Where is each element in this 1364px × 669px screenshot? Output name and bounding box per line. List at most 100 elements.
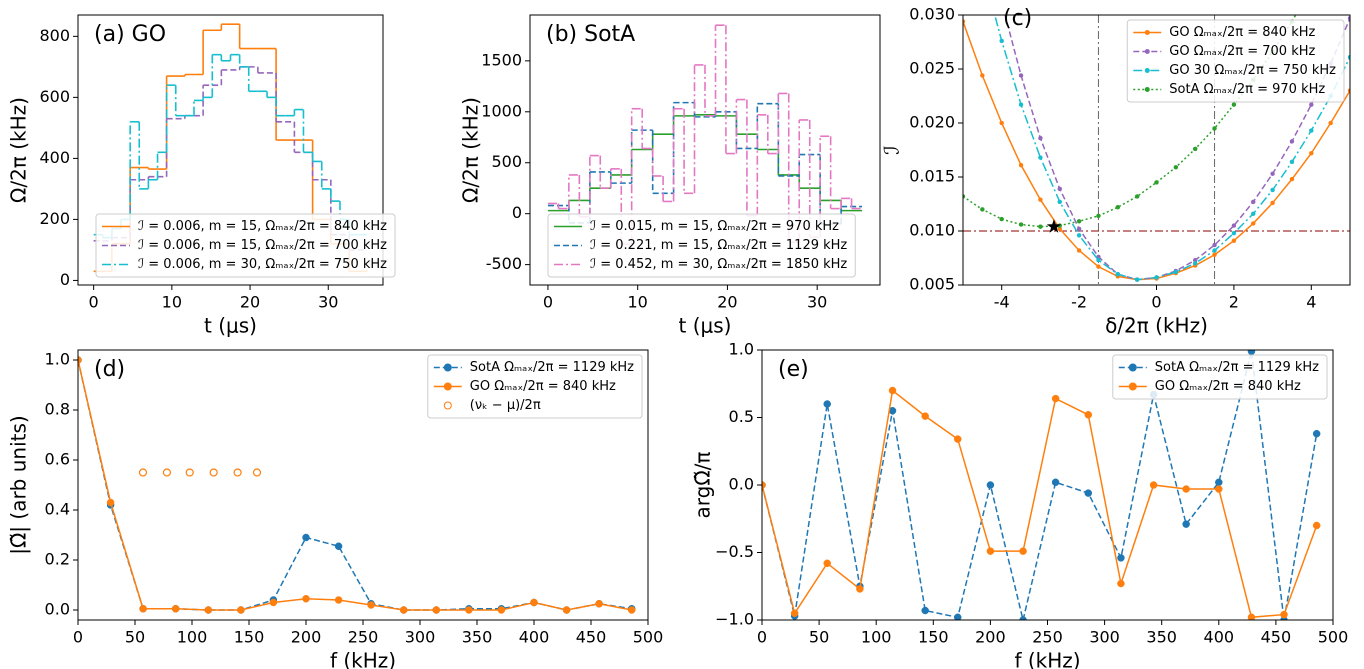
x-tick-label: 50 (125, 628, 145, 647)
legend-entry: SotA Ωₘₐₓ/2π = 1129 kHz (1118, 360, 1319, 375)
legend-marker (443, 363, 452, 372)
plot-area (78, 356, 636, 614)
y-tick-label: 0.025 (909, 59, 955, 78)
marker (1182, 520, 1190, 528)
marker (138, 468, 148, 477)
legend-marker (1144, 30, 1150, 35)
marker (233, 468, 242, 477)
marker (999, 38, 1004, 44)
marker (921, 412, 929, 420)
legend: ℐ = 0.015, m = 15, Ωₘₐₓ/2π = 970 kHz ℐ = … (547, 213, 856, 278)
y-tick-label: 0.6 (45, 450, 70, 469)
x-tick-label: 20 (717, 293, 737, 312)
marker (1173, 269, 1179, 275)
marker (1251, 211, 1256, 216)
marker (823, 559, 831, 568)
marker (209, 468, 218, 477)
y-tick-label: 0.0 (45, 600, 70, 619)
series-line (762, 389, 1318, 619)
marker (302, 533, 310, 542)
x-tick-label: 0 (73, 628, 83, 647)
marker (790, 609, 799, 617)
marker (980, 73, 985, 78)
x-tick-label: 300 (405, 628, 436, 647)
legend: SotA Ωₘₐₓ/2π = 1129 kHz GO Ωₘₐₓ/2π = 840 … (1112, 354, 1328, 400)
marker (999, 120, 1004, 126)
marker (367, 601, 375, 609)
marker (1134, 194, 1140, 199)
y-tick-label: 1.0 (729, 340, 754, 359)
y-tick-label: 0.010 (909, 221, 955, 240)
legend-label: GO Ωₘₐₓ/2π = 700 kHz (1169, 44, 1315, 59)
marker (465, 606, 473, 614)
marker (1251, 221, 1256, 226)
marker (1149, 481, 1158, 489)
legend-label: ℐ = 0.006, m = 30, Ωₘₐₓ/2π = 750 kHz (138, 257, 387, 272)
x-tick-label: 100 (177, 628, 208, 647)
x-tick-label: 20 (240, 293, 260, 312)
legend-box (427, 354, 643, 419)
x-tick-label: 2 (1229, 293, 1239, 312)
marker (856, 585, 864, 593)
marker (334, 596, 343, 604)
marker (1270, 171, 1275, 177)
x-tick-label: 250 (1032, 628, 1063, 647)
x-tick-label: 30 (318, 293, 338, 312)
x-tick-label: 0 (543, 293, 553, 312)
marker (595, 600, 603, 608)
marker (1289, 139, 1295, 144)
legend-marker (1144, 68, 1150, 73)
marker (1212, 242, 1217, 248)
x-axis-label: t (μs) (679, 314, 732, 338)
y-tick-label: 1500 (481, 50, 522, 69)
legend: GO Ωₘₐₓ/2π = 840 kHz GO Ωₘₐₓ/2π = 700 kHz… (1126, 19, 1345, 103)
marker (171, 605, 180, 613)
legend: SotA Ωₘₐₓ/2π = 1129 kHz GO Ωₘₐₓ/2π = 840 … (427, 354, 643, 419)
marker (1312, 521, 1321, 530)
marker (1182, 485, 1190, 493)
axes-frame (529, 14, 881, 286)
marker (399, 606, 408, 614)
marker (1215, 485, 1223, 493)
x-tick-label: 0 (89, 293, 99, 312)
legend-label: ℐ = 0.221, m = 15, Ωₘₐₓ/2π = 1129 kHz (590, 238, 847, 253)
legend-entry: ℐ = 0.006, m = 15, Ωₘₐₓ/2π = 700 kHz (102, 238, 387, 253)
marker (1247, 350, 1256, 356)
plot-area (762, 350, 1321, 620)
legend-entry: ℐ = 0.006, m = 30, Ωₘₐₓ/2π = 750 kHz (102, 257, 387, 272)
x-tick-label: 500 (633, 628, 664, 647)
y-tick-label: 0.0 (729, 475, 754, 494)
y-axis-label: argΩ̃/π (691, 452, 715, 519)
legend-entry: ℐ = 0.006, m = 15, Ωₘₐₓ/2π = 840 kHz (102, 219, 387, 234)
marker (1115, 204, 1121, 210)
marker (1212, 126, 1217, 131)
marker (921, 606, 929, 615)
legend-label: ℐ = 0.015, m = 15, Ωₘₐₓ/2π = 970 kHz (590, 219, 839, 234)
y-tick-label: 0.8 (45, 400, 70, 419)
x-axis-label: t (μs) (204, 314, 257, 338)
x-tick-label: 450 (576, 628, 607, 647)
y-axis-label: ℐ (880, 145, 904, 154)
x-tick-label: 30 (807, 293, 827, 312)
marker (1212, 248, 1217, 253)
marker (1192, 146, 1198, 152)
marker (953, 613, 962, 620)
marker (139, 605, 147, 613)
y-tick-label: 0.4 (45, 500, 70, 519)
y-axis-label: |Ω̃| (arb units) (7, 415, 31, 554)
panel-title: (a) GO (94, 22, 166, 47)
legend-marker (1144, 49, 1150, 54)
marker (1117, 579, 1125, 588)
legend-box (95, 213, 396, 278)
marker (1312, 429, 1321, 438)
marker (1000, 0, 1004, 4)
marker (986, 547, 995, 555)
x-tick-label: 350 (1146, 628, 1177, 647)
marker (980, 207, 985, 212)
marker (78, 356, 82, 364)
marker (1038, 135, 1043, 141)
marker (185, 468, 194, 477)
y-tick-label: 400 (39, 148, 70, 167)
panel-title: (e) (778, 357, 809, 382)
